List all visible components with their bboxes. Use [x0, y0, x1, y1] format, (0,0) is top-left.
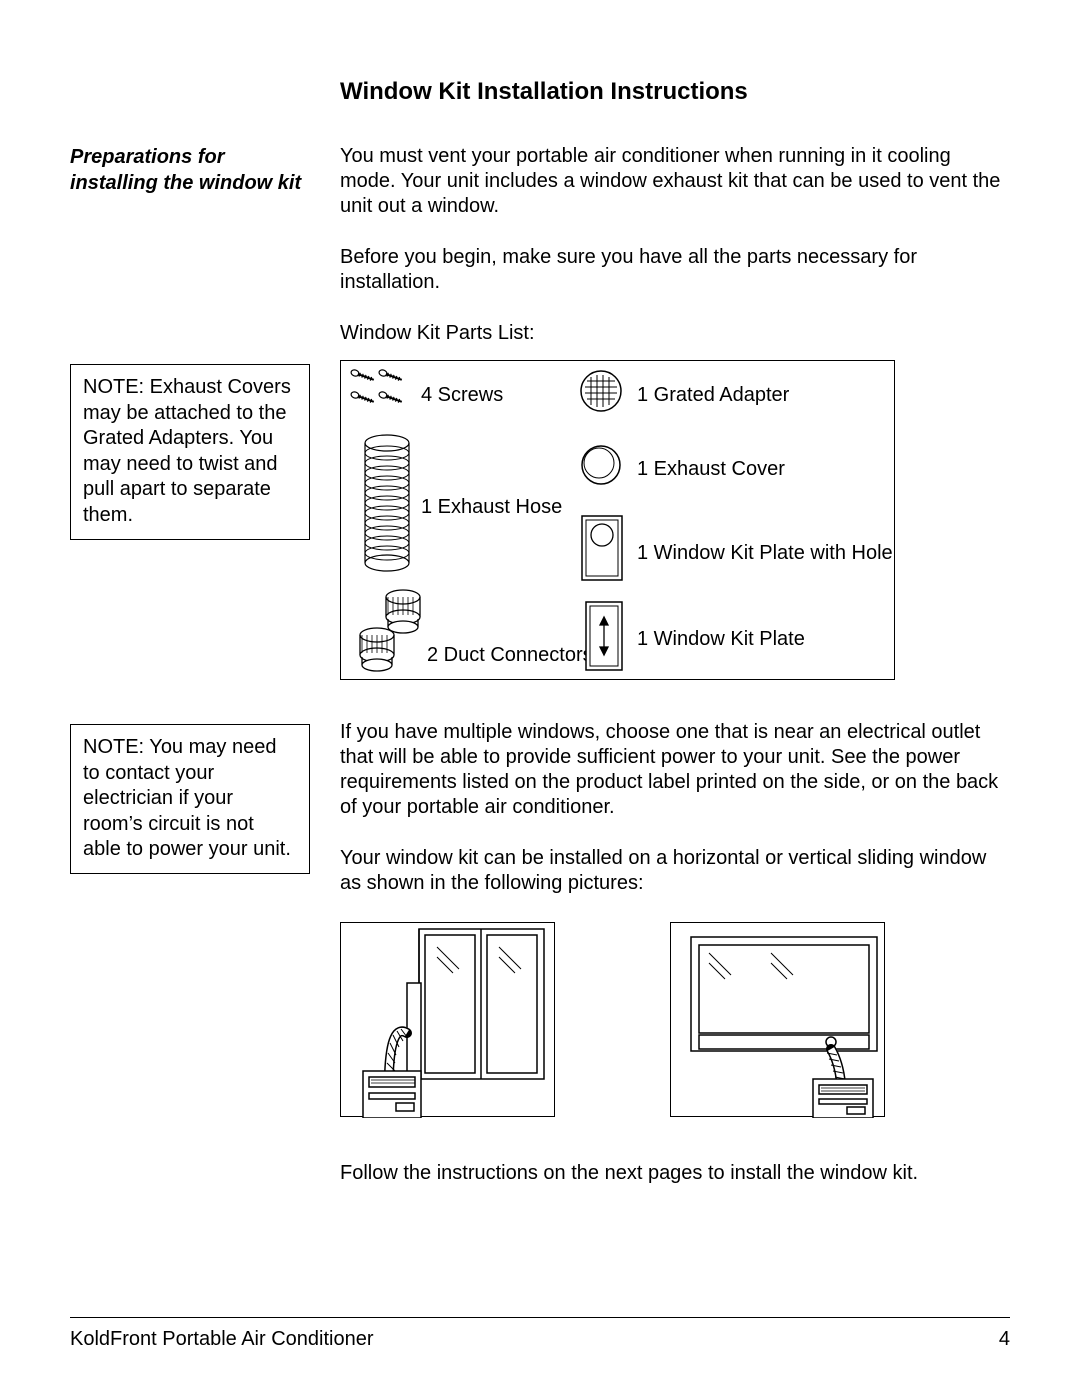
page-title: Window Kit Installation Instructions	[340, 78, 1010, 106]
footer-page-number: 4	[999, 1328, 1010, 1351]
window-plate-hole-label: 1 Window Kit Plate with Hole	[637, 541, 893, 566]
vertical-window-illustration	[340, 922, 555, 1117]
window-illustrations	[340, 922, 1010, 1117]
duct-connectors-label: 2 Duct Connectors	[427, 643, 593, 668]
window-plate-icon	[585, 601, 623, 671]
footer-product-name: KoldFront Portable Air Conditioner	[70, 1328, 374, 1351]
screws-icon	[349, 367, 413, 423]
parts-diagram: 4 Screws 1 Grated Adapter	[340, 360, 895, 680]
duct-connectors-icon	[355, 585, 427, 677]
page-footer: KoldFront Portable Air Conditioner 4	[70, 1317, 1010, 1351]
body-paragraph-2: If you have multiple windows, choose one…	[340, 720, 1010, 820]
screws-label: 4 Screws	[421, 383, 503, 408]
parts-list-label: Window Kit Parts List:	[340, 321, 1010, 346]
grated-adapter-label: 1 Grated Adapter	[637, 383, 789, 408]
horizontal-window-illustration	[670, 922, 885, 1117]
window-plate-hole-icon	[581, 515, 623, 581]
window-plate-label: 1 Window Kit Plate	[637, 627, 805, 652]
section-subhead: Preparations for installing the window k…	[70, 144, 310, 196]
note-exhaust-covers: NOTE: Exhaust Covers may be attached to …	[70, 364, 310, 540]
vertical-window-icon	[341, 923, 556, 1118]
horizontal-window-icon	[671, 923, 886, 1118]
grated-adapter-icon	[577, 367, 625, 415]
intro-paragraph-1: You must vent your portable air conditio…	[340, 144, 1010, 219]
body-paragraph-3: Your window kit can be installed on a ho…	[340, 846, 1010, 896]
exhaust-hose-label: 1 Exhaust Hose	[421, 495, 562, 520]
body-paragraph-4: Follow the instructions on the next page…	[340, 1161, 1010, 1186]
exhaust-cover-label: 1 Exhaust Cover	[637, 457, 785, 482]
note-electrician: NOTE: You may need to contact your elect…	[70, 724, 310, 874]
exhaust-cover-icon	[579, 443, 623, 487]
intro-paragraph-2: Before you begin, make sure you have all…	[340, 245, 1010, 295]
exhaust-hose-icon	[361, 433, 413, 575]
